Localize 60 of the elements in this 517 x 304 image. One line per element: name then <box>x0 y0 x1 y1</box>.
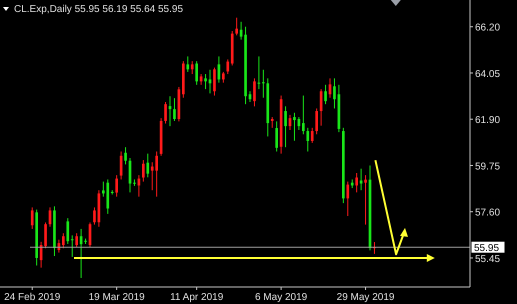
candlestick <box>195 60 198 86</box>
chart-title: CL.Exp,Daily 55.95 56.19 55.64 55.95 <box>14 4 184 15</box>
candlestick <box>302 95 305 135</box>
candlestick <box>218 56 220 84</box>
candlestick <box>262 69 265 98</box>
candlestick <box>62 232 65 249</box>
candlestick <box>213 67 216 96</box>
candlestick <box>142 160 145 182</box>
candlestick <box>328 78 332 98</box>
candlestick <box>355 172 358 193</box>
candlestick <box>124 146 127 165</box>
x-tick-label: 24 Feb 2019 <box>4 292 61 303</box>
candlestick <box>315 108 318 135</box>
candlestick <box>284 106 287 148</box>
candlestick <box>190 60 194 75</box>
candlestick <box>306 127 310 152</box>
candlestick <box>155 150 158 198</box>
candlestick <box>310 127 314 144</box>
candlestick <box>288 114 292 130</box>
candlestick <box>66 218 70 244</box>
candlestick <box>293 112 296 142</box>
candlestick <box>146 153 150 178</box>
candlestick <box>70 234 74 258</box>
x-tick-label: 6 May 2019 <box>254 292 308 303</box>
y-tick-label: 66.20 <box>475 22 500 34</box>
candlestick <box>168 96 172 127</box>
candlestick <box>364 174 367 226</box>
y-tick-label: 61.90 <box>475 115 500 126</box>
candlestick <box>258 56 260 90</box>
candlestick <box>88 222 92 248</box>
x-tick-label: 29 May 2019 <box>336 292 395 303</box>
candlestick <box>320 88 322 126</box>
candlestick <box>222 71 225 84</box>
candlestick <box>253 78 256 107</box>
candlestick <box>102 181 105 198</box>
candlestick <box>200 74 202 86</box>
candlestick <box>120 150 122 180</box>
candlestick <box>150 162 154 191</box>
candlestick <box>138 174 140 198</box>
candlestick <box>173 98 176 122</box>
candlestick <box>30 206 34 230</box>
y-tick-label: 64.05 <box>475 68 500 80</box>
candlestick <box>164 102 167 124</box>
candlestick <box>360 168 362 191</box>
candlestick <box>346 181 350 217</box>
y-tick-label: 59.75 <box>475 161 500 172</box>
candlestick <box>115 174 118 198</box>
candlestick <box>226 58 230 75</box>
x-tick-label: 19 Mar 2019 <box>88 292 146 303</box>
candlestick <box>75 232 78 248</box>
x-tick-label: 11 Apr 2019 <box>170 292 224 303</box>
candlestick <box>275 120 278 152</box>
candlestick <box>235 17 238 36</box>
candlestick <box>186 56 190 72</box>
candlestick <box>324 84 327 105</box>
y-tick-label: 57.60 <box>475 208 500 219</box>
candlestick <box>270 116 274 128</box>
y-tick-label: 55.45 <box>475 254 500 265</box>
ref-line-label: 55.95 <box>474 243 500 254</box>
candlestick <box>48 206 52 228</box>
